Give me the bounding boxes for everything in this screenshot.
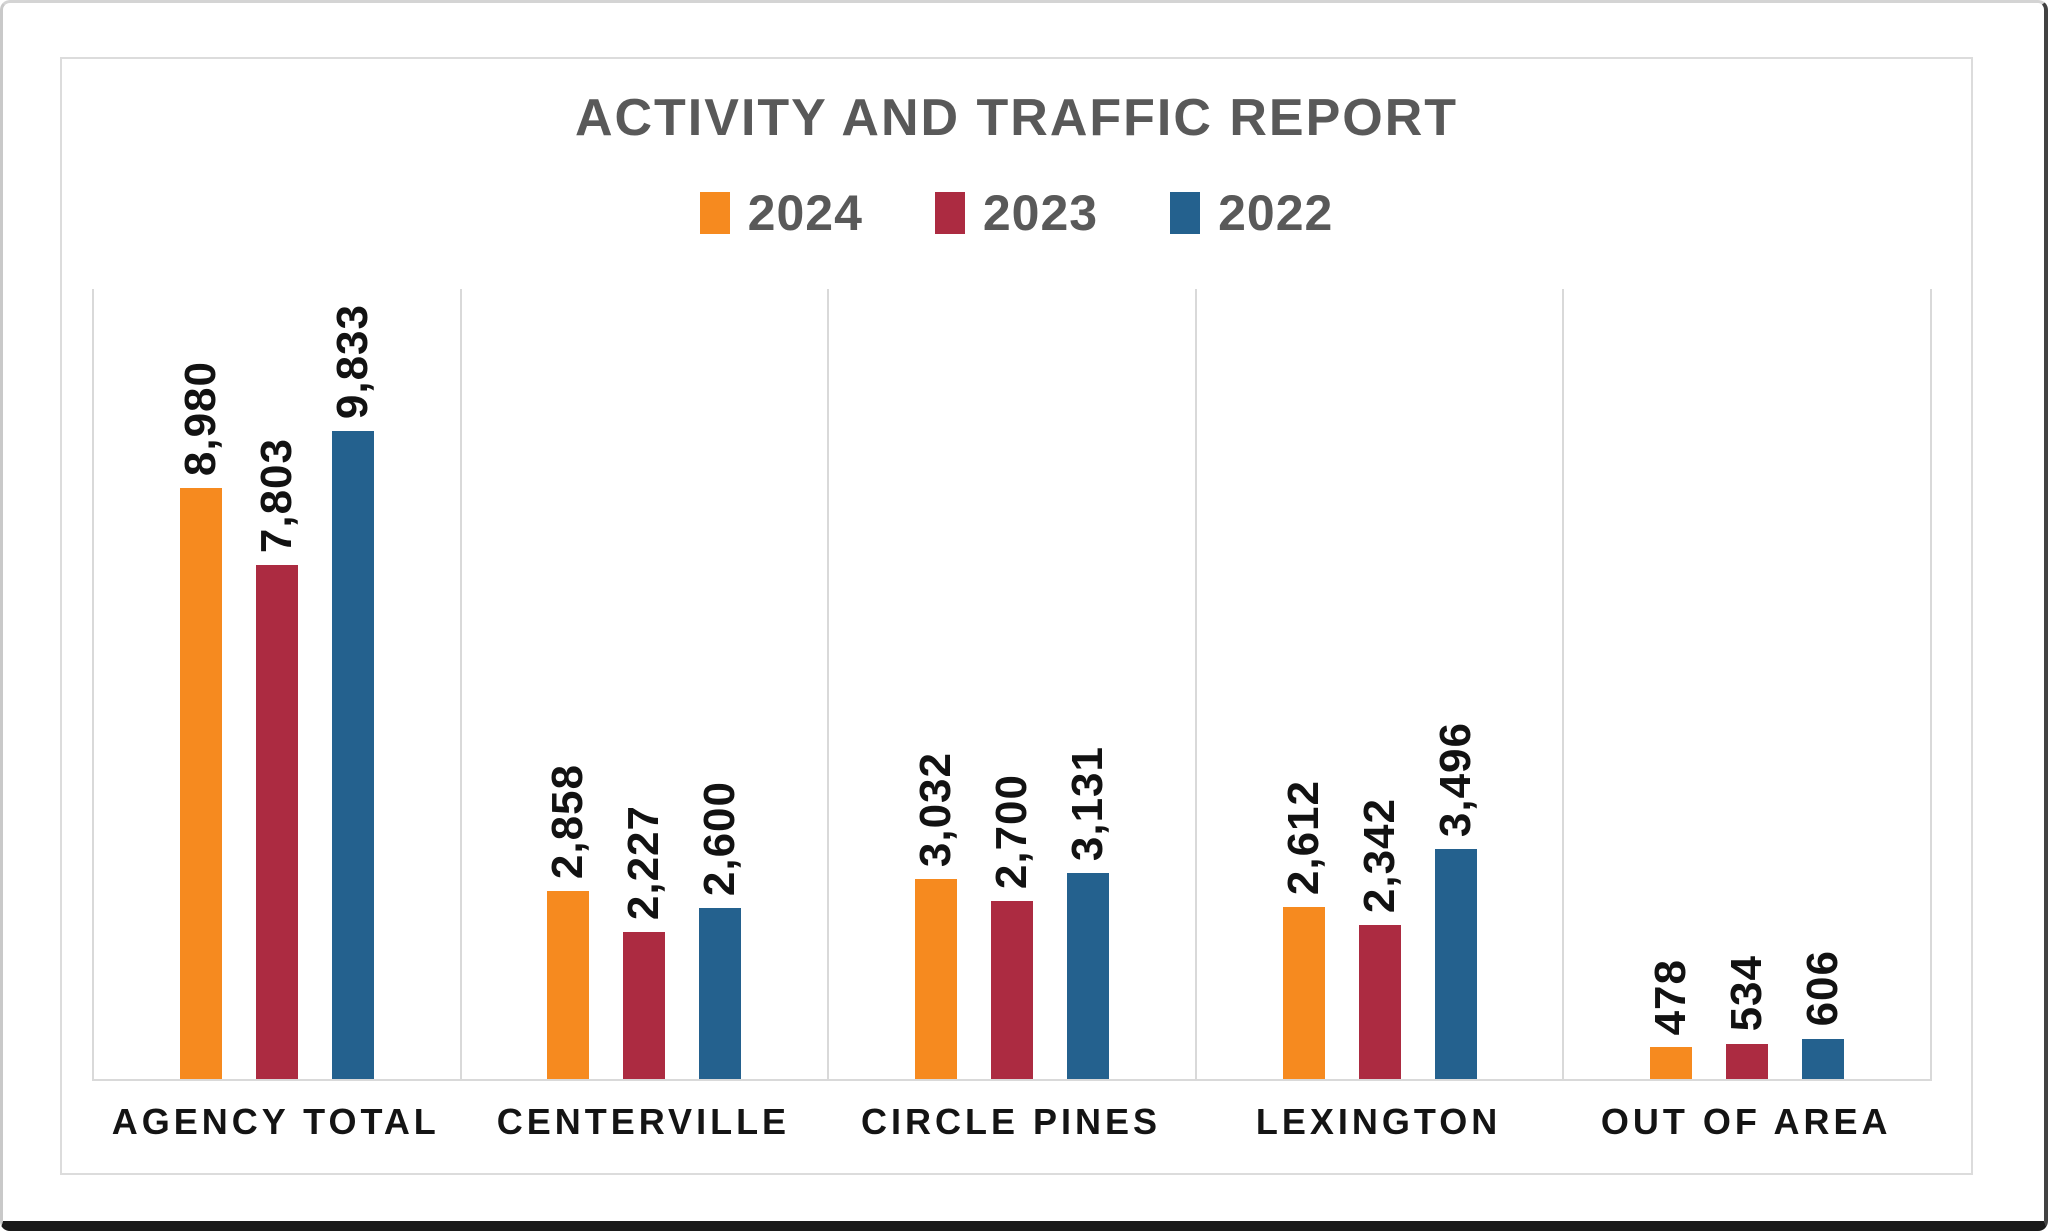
category-panel: 478 534 606 xyxy=(1564,288,1932,1079)
bar-value-label: 2,612 xyxy=(1278,779,1328,895)
legend-swatch-icon xyxy=(1170,191,1201,234)
category-label: LEXINGTON xyxy=(1255,1100,1502,1142)
legend-swatch-icon xyxy=(699,191,730,234)
bar-cell: 3,496 xyxy=(1430,289,1480,1079)
category-axis: AGENCY TOTAL CENTERVILLE CIRCLE PINES LEXIN… xyxy=(92,1101,1930,1143)
bar-2022 xyxy=(1066,872,1109,1079)
bar-cell: 2,342 xyxy=(1354,289,1404,1079)
category-label: OUT OF AREA xyxy=(1600,1100,1892,1142)
bar-value-label: 3,032 xyxy=(910,752,960,868)
bar-cell: 2,700 xyxy=(986,289,1036,1079)
bar-value-label: 606 xyxy=(1798,950,1848,1027)
category-panel: 8,980 7,803 9,833 xyxy=(94,288,462,1079)
bar-cell: 534 xyxy=(1722,289,1772,1079)
bar-value-label: 3,496 xyxy=(1430,721,1480,837)
legend-label: 2023 xyxy=(982,184,1099,241)
bar-2024 xyxy=(1650,1047,1693,1079)
bar-value-label: 2,858 xyxy=(543,763,593,879)
bar-value-label: 2,700 xyxy=(986,773,1036,890)
bar-2022 xyxy=(331,431,374,1079)
chart-legend: 2024 2023 2022 xyxy=(62,183,1971,243)
bar-2023 xyxy=(1726,1043,1769,1079)
bar-cell: 2,612 xyxy=(1278,289,1328,1079)
category-label: CIRCLE PINES xyxy=(860,1100,1161,1142)
bar-value-label: 7,803 xyxy=(251,438,301,554)
bar-cell: 3,131 xyxy=(1062,289,1112,1079)
bar-value-label: 478 xyxy=(1646,958,1696,1036)
bar-2022 xyxy=(1434,848,1477,1079)
bar-value-label: 8,980 xyxy=(175,360,225,476)
bar-2022 xyxy=(1802,1038,1845,1079)
legend-label: 2022 xyxy=(1218,184,1334,241)
bar-value-label: 2,342 xyxy=(1354,797,1404,913)
bar-value-label: 534 xyxy=(1722,955,1772,1032)
bar-cell: 9,833 xyxy=(327,289,377,1079)
bar-value-label: 2,227 xyxy=(619,805,669,921)
category-panel: 2,612 2,342 3,496 xyxy=(1197,288,1565,1079)
bar-value-label: 3,131 xyxy=(1062,745,1112,861)
category-panel: 3,032 2,700 3,131 xyxy=(829,288,1197,1079)
legend-item-2022: 2022 xyxy=(1170,184,1333,242)
chart-card: ACTIVITY AND TRAFFIC REPORT 2024 2023 2022… xyxy=(60,57,1973,1175)
legend-item-2024: 2024 xyxy=(699,184,863,242)
legend-label: 2024 xyxy=(747,184,863,241)
legend-item-2023: 2023 xyxy=(934,184,1099,242)
bar-cell: 2,858 xyxy=(543,289,593,1079)
bar-value-label: 2,600 xyxy=(695,780,745,896)
bar-cell: 7,803 xyxy=(251,289,301,1079)
bar-cell: 606 xyxy=(1798,289,1848,1079)
bar-2024 xyxy=(179,487,222,1079)
bar-cell: 478 xyxy=(1646,289,1696,1079)
bar-2023 xyxy=(990,901,1033,1079)
bar-cell: 8,980 xyxy=(175,289,225,1079)
bar-2022 xyxy=(699,907,742,1079)
bar-2023 xyxy=(255,565,298,1079)
plot-area: 8,980 7,803 9,833 2,858 2,227 2,600 3,032 2,700… xyxy=(92,288,1932,1081)
bar-2024 xyxy=(1282,906,1325,1079)
bar-value-label: 9,833 xyxy=(327,304,377,420)
bar-2024 xyxy=(914,879,957,1079)
bar-cell: 2,600 xyxy=(695,289,745,1079)
bar-cell: 3,032 xyxy=(910,289,960,1079)
bar-2023 xyxy=(1358,924,1401,1079)
bar-cell: 2,227 xyxy=(619,289,669,1079)
category-label: CENTERVILLE xyxy=(496,1100,791,1142)
chart-title: ACTIVITY AND TRAFFIC REPORT xyxy=(574,89,1459,147)
legend-swatch-icon xyxy=(934,191,965,234)
bar-2023 xyxy=(623,932,666,1079)
category-label: AGENCY TOTAL xyxy=(111,1100,440,1142)
bar-2024 xyxy=(547,890,590,1079)
category-panel: 2,858 2,227 2,600 xyxy=(462,288,830,1079)
